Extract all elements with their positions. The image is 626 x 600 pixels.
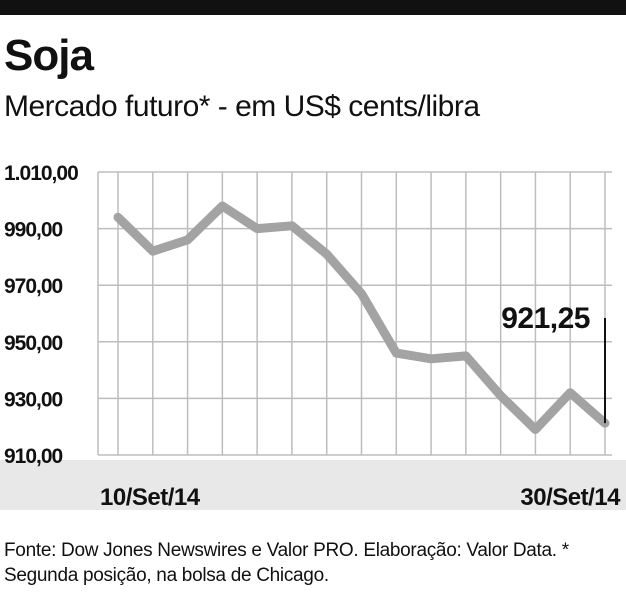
chart-subtitle: Mercado futuro* - em US$ cents/libra	[4, 90, 480, 123]
x-axis-labels: 10/Set/14 30/Set/14	[100, 484, 622, 510]
x-axis-band	[0, 460, 626, 510]
gridlines	[97, 171, 612, 456]
x-tick-label-end: 30/Set/14	[520, 484, 621, 510]
annotation-label: 921,25	[501, 302, 590, 335]
top-bar	[0, 0, 626, 15]
y-axis-labels: 1.010,00 990,00 970,00 950,00 930,00 910,00	[4, 162, 79, 468]
y-tick-label: 910,00	[4, 445, 63, 468]
chart-title: Soja	[4, 31, 94, 80]
y-tick-label: 930,00	[4, 388, 63, 411]
y-tick-label: 970,00	[4, 275, 63, 298]
series-layer	[113, 201, 610, 434]
x-tick-label-start: 10/Set/14	[100, 484, 201, 510]
y-tick-label: 1.010,00	[4, 162, 78, 185]
y-tick-label: 990,00	[4, 219, 63, 242]
line-chart: 1.010,00 990,00 970,00 950,00 930,00 910,00 1…	[0, 162, 626, 510]
source-note: Fonte: Dow Jones Newswires e Valor PRO. …	[4, 540, 569, 586]
y-tick-label: 950,00	[4, 332, 63, 355]
annotation-layer: 921,25	[501, 302, 606, 424]
